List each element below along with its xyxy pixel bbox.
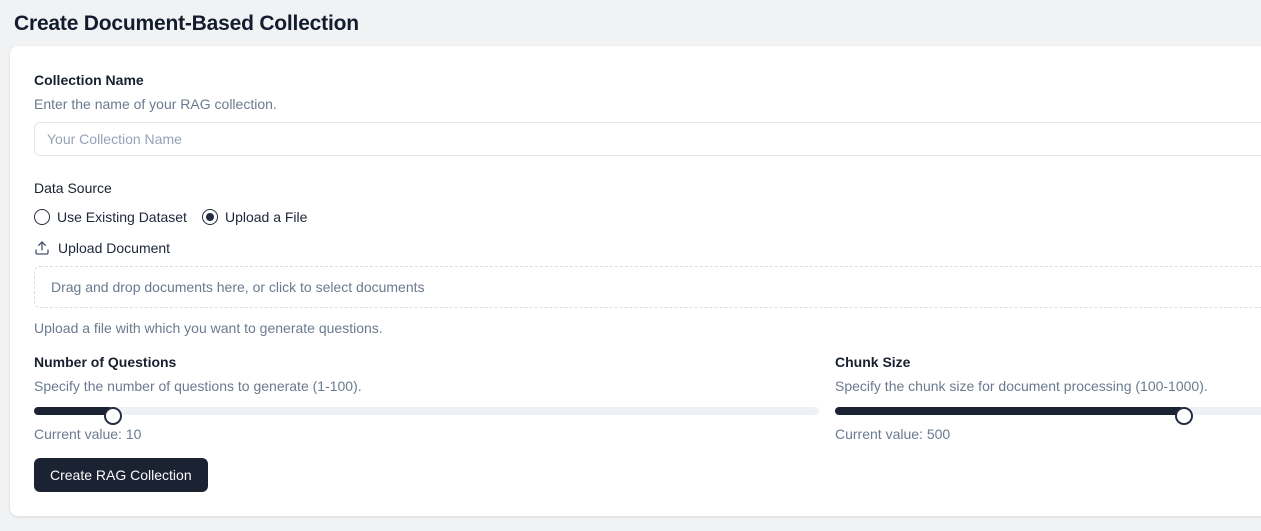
sliders-grid: Number of Questions Specify the number o… [34,352,1261,444]
chunk-size-field: Chunk Size Specify the chunk size for do… [835,352,1261,444]
dropzone-text: Drag and drop documents here, or click t… [51,279,425,295]
number-of-questions-label: Number of Questions [34,354,177,370]
radio-unselected-icon[interactable] [34,209,50,225]
radio-selected-icon[interactable] [201,209,218,225]
chunk-size-current-value: Current value: 500 [835,426,951,442]
create-collection-card: Collection Name Enter the name of your R… [10,46,1261,516]
data-source-radio-group: Use Existing Dataset Upload a File [34,208,1261,226]
radio-upload-a-file[interactable]: Upload a File [201,208,308,226]
number-of-questions-description: Specify the number of questions to gener… [34,378,362,394]
page-title: Create Document-Based Collection [14,12,359,35]
slider-fill [835,407,1193,425]
upload-icon [34,240,50,256]
chunk-size-label: Chunk Size [835,354,911,370]
upload-document-row: Upload Document [34,238,1261,258]
collection-name-label: Collection Name [34,72,144,88]
radio-use-existing-dataset[interactable]: Use Existing Dataset [34,208,187,226]
slider-thumb[interactable] [1174,407,1193,425]
slider-thumb[interactable] [103,407,122,425]
radio-upload-a-file-label: Upload a File [224,209,308,225]
slider-track[interactable] [34,407,819,415]
upload-document-label: Upload Document [58,240,171,256]
number-of-questions-field: Number of Questions Specify the number o… [34,352,819,444]
number-of-questions-current-value: Current value: 10 [34,426,142,442]
chunk-size-slider[interactable] [835,402,1261,425]
chunk-size-description: Specify the chunk size for document proc… [835,378,1208,394]
collection-name-description: Enter the name of your RAG collection. [34,96,277,112]
upload-helper-text: Upload a file with which you want to gen… [34,320,383,336]
collection-name-field: Collection Name Enter the name of your R… [34,70,1261,156]
number-of-questions-slider[interactable] [34,402,819,425]
data-source-label: Data Source [34,180,112,196]
document-dropzone[interactable]: Drag and drop documents here, or click t… [34,266,1261,308]
slider-fill [34,407,122,425]
create-rag-collection-button[interactable]: Create RAG Collection [34,458,208,492]
data-source-field: Data Source Use Existing Dataset Upload … [34,178,1261,226]
radio-use-existing-dataset-label: Use Existing Dataset [57,209,187,225]
collection-name-input[interactable] [34,122,1261,156]
